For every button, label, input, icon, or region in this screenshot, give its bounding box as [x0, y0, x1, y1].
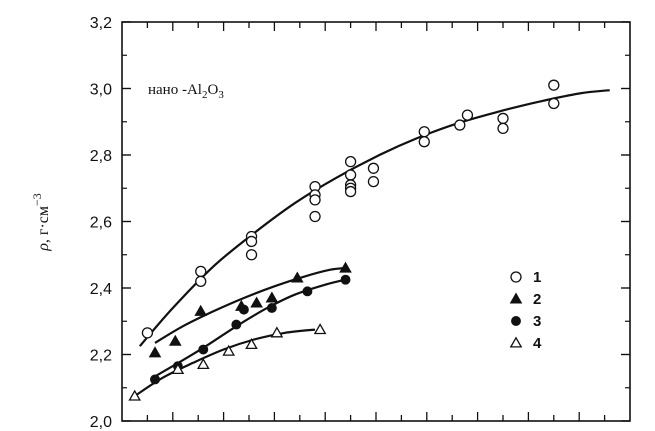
- series-1-point: [245, 235, 258, 248]
- series-1-point: [461, 109, 474, 121]
- series-4-point: [270, 326, 284, 338]
- series-4-point: [196, 357, 210, 370]
- series-1-point: [344, 169, 357, 181]
- series-4-curve: [134, 328, 316, 398]
- legend-marker-1: [510, 271, 522, 283]
- series-1-point: [195, 275, 207, 288]
- annotation-sub2: 3: [218, 89, 224, 101]
- legend-label-4: 4: [533, 335, 542, 352]
- series-1-point: [141, 327, 154, 339]
- series-2-point: [194, 304, 208, 316]
- legend-marker-4: [509, 336, 523, 348]
- series-1-point: [548, 79, 560, 91]
- legend: 1 2 3 4: [509, 269, 542, 352]
- series-1-curve: [138, 89, 610, 347]
- y-axis-label-unit: , г·см: [35, 206, 52, 243]
- series-3-point: [340, 274, 351, 285]
- y-axis-label-exp: −3: [30, 193, 44, 206]
- y-tick-label: 2,6: [90, 215, 112, 232]
- series-1-point: [245, 249, 258, 261]
- series-2-point: [250, 296, 263, 308]
- series-3-point: [150, 374, 160, 385]
- series-1-point: [367, 162, 380, 174]
- legend-marker-3: [511, 316, 521, 326]
- series-2-point: [148, 346, 162, 358]
- y-tick-label: 2,4: [90, 281, 112, 298]
- series-1-point: [418, 126, 430, 138]
- legend-marker-2: [509, 292, 523, 304]
- annotation-mid: O: [207, 82, 218, 98]
- series-1-point: [195, 265, 207, 278]
- series-4-point: [245, 337, 258, 350]
- y-axis-label-rho: ρ: [35, 243, 52, 252]
- series-1-point: [548, 97, 560, 110]
- series-2-curve: [154, 267, 346, 344]
- series-1-point: [497, 112, 509, 125]
- series-3-point: [198, 344, 209, 355]
- series-1-point: [344, 155, 357, 168]
- series-2-point: [339, 261, 352, 273]
- series-1-point: [309, 194, 321, 206]
- x-axis: [146, 22, 606, 421]
- series-3-point: [302, 286, 313, 297]
- series-2-point: [265, 291, 279, 303]
- y-axis: 2,0 2,2 2,4 2,6 2,8 3,0 3,2: [90, 15, 630, 431]
- series-1-point: [309, 210, 321, 223]
- series-4-point: [222, 344, 236, 356]
- annotation-label: нано -Al2O3: [148, 82, 224, 101]
- legend-label-3: 3: [533, 313, 541, 330]
- series-1-point: [497, 122, 509, 135]
- legend-label-2: 2: [533, 291, 541, 308]
- series-1-point: [367, 175, 380, 188]
- fit-curves: [134, 89, 610, 398]
- series-4-point: [171, 362, 185, 375]
- series-3-point: [266, 303, 277, 313]
- data-points: [128, 79, 560, 401]
- y-tick-label: 3,2: [90, 15, 112, 32]
- annotation-prefix: нано -Al: [148, 82, 202, 98]
- series-2-point: [168, 334, 182, 346]
- series-1-point: [344, 185, 357, 198]
- series-3-point: [231, 319, 242, 330]
- y-axis-label: ρ, г·см−3: [30, 193, 52, 252]
- series-4-point: [313, 323, 327, 335]
- legend-label-1: 1: [533, 269, 541, 286]
- series-2-point: [290, 271, 304, 283]
- y-tick-label: 2,2: [90, 348, 112, 365]
- y-tick-label: 3,0: [90, 82, 112, 99]
- series-1-point: [418, 136, 430, 148]
- series-1-point: [454, 119, 466, 131]
- y-tick-label: 2,8: [90, 148, 112, 165]
- series-4-point: [128, 389, 142, 401]
- y-tick-label: 2,0: [90, 414, 112, 431]
- series-3-point: [238, 304, 249, 315]
- annotation-sub1: 2: [202, 89, 208, 101]
